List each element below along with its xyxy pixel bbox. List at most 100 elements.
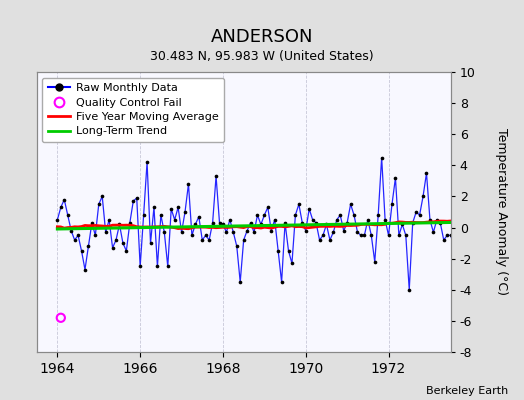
Point — [257, 221, 265, 228]
Point — [119, 240, 127, 246]
Text: Berkeley Earth: Berkeley Earth — [426, 386, 508, 396]
Point — [270, 216, 279, 223]
Text: 30.483 N, 95.983 W (United States): 30.483 N, 95.983 W (United States) — [150, 50, 374, 63]
Point — [391, 174, 400, 181]
Point — [312, 220, 320, 226]
Point — [305, 206, 313, 212]
Point — [60, 196, 69, 203]
Point — [336, 212, 344, 218]
Point — [167, 206, 176, 212]
Point — [250, 229, 258, 236]
Point — [440, 237, 448, 243]
Point — [267, 228, 276, 234]
Point — [288, 260, 296, 266]
Point — [81, 266, 89, 273]
Point — [384, 232, 392, 238]
Point — [63, 212, 72, 218]
Point — [229, 229, 237, 236]
Point — [360, 232, 368, 238]
Point — [357, 232, 365, 238]
Point — [401, 232, 410, 238]
Point — [88, 220, 96, 226]
Point — [170, 216, 179, 223]
Point — [425, 216, 434, 223]
Point — [194, 214, 203, 220]
Point — [253, 212, 261, 218]
Point — [350, 212, 358, 218]
Point — [381, 216, 389, 223]
Point — [139, 212, 148, 218]
Point — [122, 248, 130, 254]
Point — [177, 229, 185, 236]
Point — [133, 195, 141, 201]
Point — [91, 232, 100, 238]
Point — [163, 263, 172, 270]
Point — [340, 228, 348, 234]
Point — [294, 201, 303, 208]
Point — [364, 216, 372, 223]
Point — [115, 221, 124, 228]
Point — [343, 220, 351, 226]
Point — [150, 204, 158, 210]
Point — [146, 240, 155, 246]
Point — [388, 201, 396, 208]
Point — [436, 220, 444, 226]
Point — [333, 216, 341, 223]
Point — [108, 244, 117, 251]
Point — [301, 228, 310, 234]
Point — [126, 220, 134, 226]
Point — [153, 263, 161, 270]
Point — [205, 237, 213, 243]
Y-axis label: Temperature Anomaly (°C): Temperature Anomaly (°C) — [495, 128, 508, 296]
Point — [315, 237, 324, 243]
Point — [450, 243, 458, 250]
Point — [112, 237, 120, 243]
Point — [374, 212, 383, 218]
Point — [181, 209, 189, 215]
Point — [226, 216, 234, 223]
Point — [78, 248, 86, 254]
Point — [398, 221, 407, 228]
Point — [370, 258, 379, 265]
Point — [395, 232, 403, 238]
Point — [274, 248, 282, 254]
Point — [222, 229, 231, 236]
Point — [239, 237, 248, 243]
Point — [453, 216, 462, 223]
Point — [246, 220, 255, 226]
Point — [416, 212, 424, 218]
Point — [298, 220, 307, 226]
Point — [329, 229, 337, 236]
Point — [291, 212, 300, 218]
Point — [84, 243, 93, 250]
Point — [74, 232, 82, 238]
Point — [233, 243, 241, 250]
Point — [57, 314, 65, 321]
Point — [457, 212, 465, 218]
Point — [98, 193, 106, 200]
Point — [319, 232, 327, 238]
Point — [264, 204, 272, 210]
Point — [285, 248, 293, 254]
Point — [102, 229, 110, 236]
Point — [160, 229, 169, 236]
Point — [129, 198, 137, 204]
Point — [346, 201, 355, 208]
Point — [433, 216, 441, 223]
Point — [377, 154, 386, 161]
Point — [157, 212, 165, 218]
Legend: Raw Monthly Data, Quality Control Fail, Five Year Moving Average, Long-Term Tren: Raw Monthly Data, Quality Control Fail, … — [42, 78, 224, 142]
Point — [209, 220, 217, 226]
Point — [174, 204, 182, 210]
Point — [57, 204, 65, 210]
Point — [443, 232, 451, 238]
Point — [202, 232, 210, 238]
Point — [429, 229, 438, 236]
Point — [219, 221, 227, 228]
Point — [184, 181, 193, 187]
Point — [191, 221, 200, 228]
Point — [215, 220, 224, 226]
Point — [412, 209, 420, 215]
Point — [353, 229, 362, 236]
Point — [419, 193, 427, 200]
